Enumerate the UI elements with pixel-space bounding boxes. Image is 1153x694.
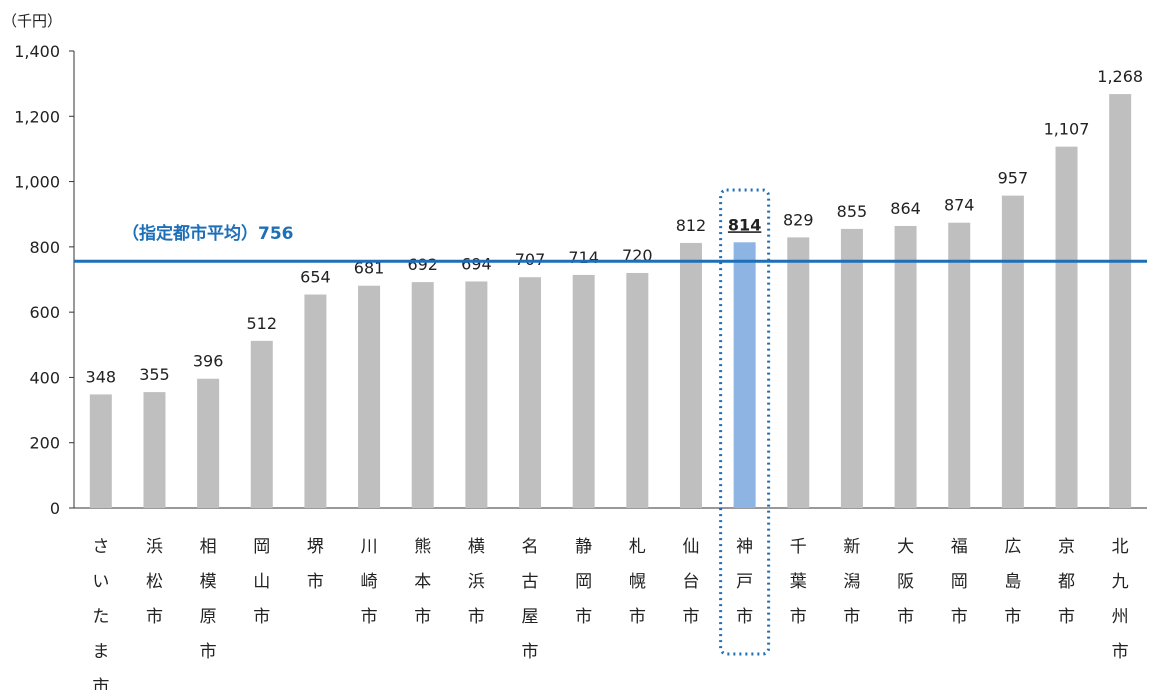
bar [787, 237, 810, 508]
y-tick-label: 0 [50, 499, 60, 518]
value-label: 692 [407, 255, 438, 274]
bar [89, 394, 112, 508]
value-label: 512 [247, 314, 278, 333]
category-label: 名古屋市 [522, 537, 539, 662]
category-label: 横浜市 [468, 537, 485, 627]
value-label: 812 [676, 216, 707, 235]
value-label: 694 [461, 254, 492, 273]
value-label: 957 [998, 169, 1029, 188]
y-tick-label: 1,200 [14, 107, 60, 126]
bar [1055, 146, 1078, 509]
value-label: 1,107 [1044, 120, 1090, 139]
category-label: 岡山市 [253, 537, 270, 627]
bar [572, 274, 595, 508]
bar [197, 378, 220, 508]
category-label: 千葉市 [790, 537, 807, 627]
category-label: 浜松市 [146, 537, 163, 627]
bar [250, 340, 273, 508]
bar [1001, 195, 1024, 509]
highlight-box [719, 188, 771, 656]
bar [1109, 94, 1132, 509]
value-label: 707 [515, 250, 546, 269]
y-tick-label: 800 [29, 238, 60, 257]
value-label: 396 [193, 352, 224, 371]
bar [626, 272, 649, 508]
y-tick-label: 400 [29, 368, 60, 387]
value-label: 814 [728, 215, 761, 234]
category-label: 大阪市 [897, 537, 914, 627]
value-label: 714 [568, 248, 599, 267]
bar [948, 222, 971, 509]
bar [894, 225, 917, 509]
y-tick-label: 200 [29, 434, 60, 453]
category-label: 仙台市 [682, 537, 699, 627]
category-label: 北九州市 [1112, 537, 1129, 662]
category-label: 静岡市 [575, 537, 592, 627]
category-label: 相模原市 [200, 537, 217, 662]
bar [143, 392, 166, 508]
category-label: さいたま市 [92, 537, 109, 690]
average-reference-label: （指定都市平均）756 [122, 223, 294, 244]
y-tick-label: 1,000 [14, 173, 60, 192]
bar [519, 277, 542, 508]
value-label: 355 [139, 365, 170, 384]
value-label: 874 [944, 196, 975, 215]
category-label: 神戸市 [736, 537, 753, 627]
bar [840, 228, 863, 508]
bar [679, 242, 702, 508]
value-label: 864 [890, 199, 921, 218]
y-tick-label: 600 [29, 303, 60, 322]
category-label: 福岡市 [951, 537, 968, 627]
category-label: 京都市 [1058, 537, 1075, 627]
bar [358, 285, 381, 508]
value-label: 654 [300, 268, 331, 287]
category-label: 熊本市 [414, 537, 431, 627]
category-label: 広島市 [1004, 537, 1021, 627]
y-axis-unit-label: （千円） [2, 12, 62, 30]
category-label: 堺市 [307, 537, 324, 592]
value-label: 855 [837, 202, 868, 221]
value-label: 1,268 [1097, 67, 1143, 86]
value-label: 348 [86, 367, 117, 386]
bar-highlight [733, 242, 756, 508]
bar [304, 294, 327, 508]
category-label: 川崎市 [361, 537, 378, 627]
bar [465, 281, 488, 508]
value-label: 829 [783, 210, 814, 229]
value-label: 681 [354, 259, 385, 278]
category-label: 新潟市 [843, 537, 860, 627]
bar [411, 282, 434, 508]
category-label: 札幌市 [629, 537, 646, 627]
y-tick-label: 1,400 [14, 42, 60, 61]
